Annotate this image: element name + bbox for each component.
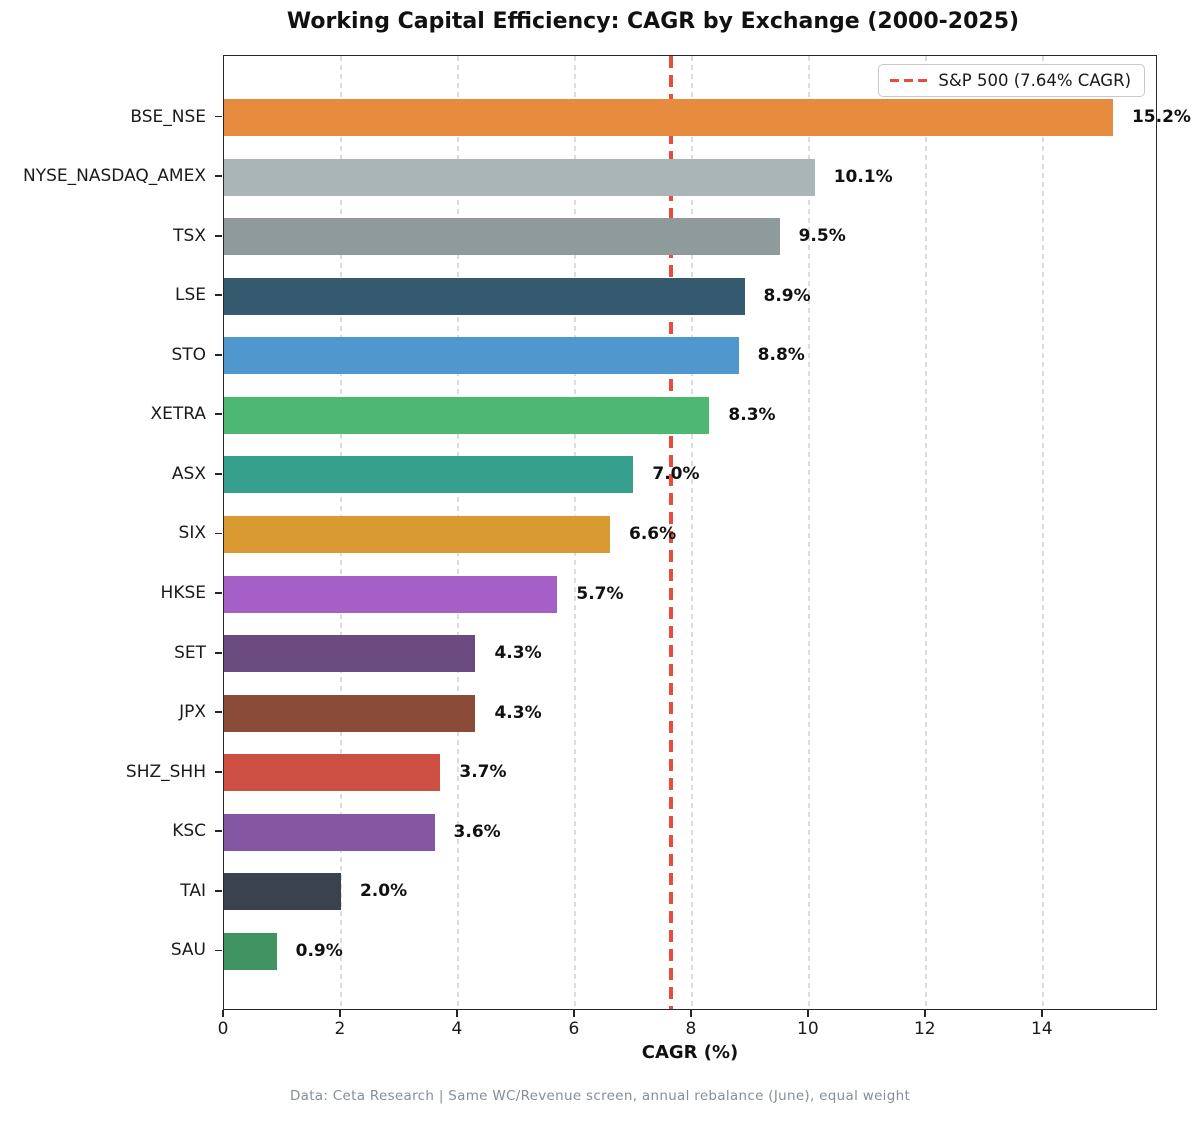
legend-label: S&P 500 (7.64% CAGR) bbox=[938, 71, 1131, 90]
y-tick-label-shz_shh: SHZ_SHH bbox=[125, 761, 206, 782]
y-tick-mark bbox=[215, 473, 222, 475]
value-label-bse_nse: 15.2% bbox=[1131, 107, 1191, 127]
value-label-asx: 7.0% bbox=[652, 464, 700, 485]
y-tick-mark bbox=[215, 353, 222, 356]
x-tick-label-14: 14 bbox=[1030, 1019, 1053, 1039]
x-tick-label-6: 6 bbox=[568, 1019, 580, 1039]
value-label-hkse: 5.7% bbox=[576, 583, 624, 604]
y-tick-mark bbox=[215, 592, 222, 594]
value-label-tsx: 9.5% bbox=[798, 226, 846, 247]
y-tick-label-set: SET bbox=[174, 642, 206, 663]
y-tick-mark bbox=[215, 413, 222, 416]
y-tick-label-tai: TAI bbox=[180, 880, 206, 901]
x-tick-mark-2 bbox=[339, 1010, 341, 1017]
x-tick-mark-12 bbox=[923, 1010, 926, 1017]
value-label-lse: 8.9% bbox=[763, 285, 811, 306]
bar-six bbox=[224, 515, 610, 553]
value-label-shz_shh: 3.7% bbox=[459, 762, 507, 783]
x-tick-label-8: 8 bbox=[685, 1019, 697, 1039]
x-tick-mark-6 bbox=[573, 1010, 575, 1017]
value-label-sau: 0.9% bbox=[295, 940, 343, 961]
value-label-jpx: 4.3% bbox=[494, 702, 542, 723]
y-tick-label-sau: SAU bbox=[170, 940, 206, 961]
y-tick-label-xetra: XETRA bbox=[150, 404, 206, 425]
y-tick-mark bbox=[215, 234, 222, 237]
bar-hkse bbox=[224, 575, 558, 613]
x-tick-mark-0 bbox=[222, 1010, 224, 1017]
x-tick-label-0: 0 bbox=[217, 1019, 229, 1039]
x-tick-mark-8 bbox=[689, 1010, 692, 1017]
y-tick-label-tsx: TSX bbox=[173, 225, 206, 246]
y-tick-mark bbox=[215, 115, 222, 118]
x-axis-label: CAGR (%) bbox=[641, 1042, 739, 1063]
x-tick-label-4: 4 bbox=[451, 1019, 463, 1039]
y-tick-label-asx: ASX bbox=[171, 463, 206, 484]
value-label-xetra: 8.3% bbox=[728, 404, 776, 425]
x-tick-label-12: 12 bbox=[913, 1019, 936, 1039]
y-tick-mark bbox=[215, 949, 222, 952]
y-tick-mark bbox=[215, 830, 222, 833]
y-tick-mark bbox=[215, 651, 222, 654]
x-tick-label-10: 10 bbox=[797, 1019, 819, 1039]
x-tick-label-2: 2 bbox=[334, 1019, 346, 1039]
bar-tai bbox=[224, 873, 341, 911]
value-label-sto: 8.8% bbox=[757, 345, 805, 366]
y-tick-mark bbox=[215, 532, 222, 535]
plot-area: 15.2% 10.1% 9.5% 8.9% 8.8% 8.3% 7.0% 6.6% 5.7% 4.… bbox=[223, 55, 1191, 1010]
y-tick-mark bbox=[215, 711, 222, 714]
y-tick-label-six: SIX bbox=[178, 523, 206, 544]
y-tick-label-lse: LSE bbox=[174, 285, 206, 306]
bar-sto bbox=[224, 337, 739, 375]
bar-ksc bbox=[224, 813, 435, 851]
y-tick-label-bse_nse: BSE_NSE bbox=[130, 106, 206, 127]
bar-nyse_nasdaq_amex bbox=[224, 158, 815, 196]
gridline-x-12 bbox=[924, 56, 927, 1009]
chart-title: Working Capital Efficiency: CAGR by Exch… bbox=[286, 9, 1020, 34]
dashed-line-icon bbox=[890, 79, 928, 82]
value-label-six: 6.6% bbox=[628, 523, 677, 544]
footer-note: Data: Ceta Research | Same WC/Revenue sc… bbox=[289, 1088, 911, 1104]
gridline-x-8 bbox=[690, 56, 693, 1009]
bar-xetra bbox=[224, 396, 710, 434]
legend: S&P 500 (7.64% CAGR) bbox=[878, 64, 1145, 97]
y-tick-mark bbox=[215, 890, 222, 892]
y-tick-label-nyse_nasdaq_amex: NYSE_NASDAQ_AMEX bbox=[23, 166, 206, 187]
bar-tsx bbox=[224, 218, 780, 256]
x-tick-mark-10 bbox=[806, 1010, 809, 1017]
gridline-x-14 bbox=[1041, 56, 1044, 1009]
y-tick-label-sto: STO bbox=[171, 344, 206, 365]
bar-shz_shh bbox=[224, 754, 441, 792]
bar-set bbox=[224, 635, 476, 673]
bar-asx bbox=[224, 456, 634, 494]
gridline-x-10 bbox=[807, 56, 810, 1009]
bar-lse bbox=[224, 277, 745, 315]
y-tick-mark bbox=[215, 294, 222, 297]
y-tick-label-hkse: HKSE bbox=[160, 583, 206, 604]
y-tick-label-jpx: JPX bbox=[179, 702, 206, 723]
value-label-ksc: 3.6% bbox=[453, 821, 501, 842]
x-tick-mark-14 bbox=[1040, 1010, 1043, 1017]
value-label-set: 4.3% bbox=[494, 643, 542, 664]
x-tick-mark-4 bbox=[456, 1010, 458, 1017]
value-label-tai: 2.0% bbox=[359, 881, 408, 902]
value-label-nyse_nasdaq_amex: 10.1% bbox=[833, 166, 893, 187]
y-tick-label-ksc: KSC bbox=[172, 821, 206, 842]
bar-sau bbox=[224, 932, 277, 970]
sp500-reference-line bbox=[669, 56, 673, 1009]
bar-bse_nse bbox=[224, 99, 1113, 136]
y-tick-mark bbox=[215, 175, 222, 177]
bar-jpx bbox=[224, 694, 476, 732]
y-tick-mark bbox=[215, 770, 222, 773]
